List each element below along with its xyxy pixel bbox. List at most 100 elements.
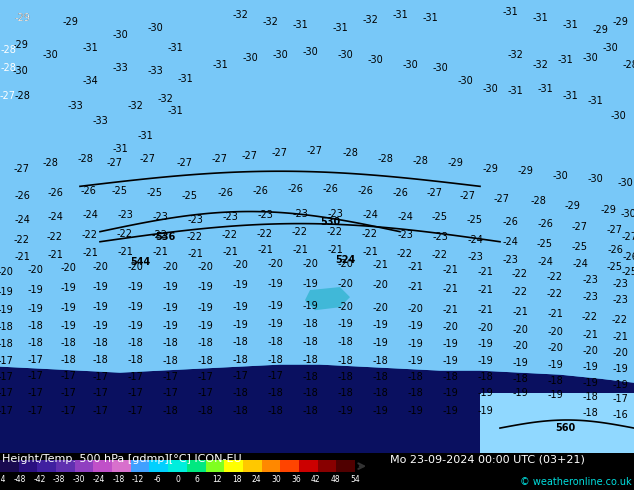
Text: -23: -23 — [582, 275, 598, 285]
Text: 6: 6 — [195, 475, 200, 484]
Polygon shape — [0, 312, 634, 383]
Text: -21: -21 — [547, 309, 563, 319]
Text: -31: -31 — [502, 7, 518, 17]
Text: -27: -27 — [140, 154, 156, 164]
Text: -27: -27 — [14, 164, 30, 174]
Text: -23: -23 — [222, 212, 238, 221]
Text: -25: -25 — [112, 186, 128, 196]
Text: 560: 560 — [555, 423, 575, 433]
Text: -27: -27 — [427, 188, 443, 198]
Text: -21: -21 — [152, 247, 168, 257]
Text: -29: -29 — [14, 13, 30, 23]
Text: -31: -31 — [167, 106, 183, 116]
Text: -19: -19 — [407, 356, 423, 366]
Text: -19: -19 — [372, 339, 388, 348]
Text: -19: -19 — [232, 320, 248, 330]
Text: -27: -27 — [177, 158, 193, 168]
Bar — [480, 393, 634, 453]
Text: -32: -32 — [507, 50, 523, 60]
Polygon shape — [0, 121, 634, 221]
Text: -30: -30 — [302, 48, 318, 57]
Text: -23: -23 — [257, 210, 273, 220]
Text: -19: -19 — [442, 356, 458, 366]
Text: -17: -17 — [27, 406, 43, 416]
Text: -30: -30 — [587, 174, 603, 184]
Text: -21: -21 — [612, 332, 628, 343]
Text: 36: 36 — [291, 475, 301, 484]
Text: -18: -18 — [60, 355, 76, 365]
Text: -18: -18 — [267, 338, 283, 347]
Text: 536: 536 — [155, 232, 175, 242]
Text: -19: -19 — [27, 285, 43, 295]
Text: -27: -27 — [242, 151, 258, 161]
Text: -21: -21 — [407, 282, 423, 292]
Text: -31: -31 — [332, 23, 348, 33]
Text: -23: -23 — [187, 215, 203, 224]
Text: -24: -24 — [82, 210, 98, 220]
Text: -42: -42 — [33, 475, 46, 484]
Text: -21: -21 — [442, 284, 458, 294]
Text: -19: -19 — [372, 406, 388, 416]
Text: -30: -30 — [12, 66, 28, 75]
Text: -23: -23 — [397, 230, 413, 240]
Text: -31: -31 — [112, 144, 128, 154]
Text: -28: -28 — [42, 158, 58, 168]
Text: -22: -22 — [187, 232, 203, 242]
Text: -18: -18 — [0, 340, 13, 349]
Text: 24: 24 — [252, 475, 261, 484]
Text: -18: -18 — [92, 339, 108, 348]
Text: -25: -25 — [432, 212, 448, 221]
Text: -22: -22 — [47, 232, 63, 242]
Text: -19: -19 — [547, 360, 563, 369]
Text: -18: -18 — [232, 388, 248, 398]
Polygon shape — [0, 196, 634, 282]
Text: -19: -19 — [477, 406, 493, 416]
Text: -24: -24 — [572, 259, 588, 269]
Text: -30: -30 — [610, 111, 626, 121]
Text: -18: -18 — [127, 339, 143, 348]
Text: -17: -17 — [60, 388, 76, 398]
Text: -26: -26 — [80, 186, 96, 196]
Polygon shape — [190, 0, 634, 131]
Text: -21: -21 — [477, 267, 493, 277]
Text: -17: -17 — [92, 406, 108, 416]
Text: -17: -17 — [92, 372, 108, 382]
Text: -19: -19 — [162, 282, 178, 292]
Text: -24: -24 — [397, 212, 413, 221]
Text: -31: -31 — [392, 10, 408, 20]
Text: -19: -19 — [197, 303, 213, 313]
Text: 54: 54 — [350, 475, 360, 484]
Text: -19: -19 — [302, 301, 318, 311]
Text: -23: -23 — [467, 252, 483, 262]
Text: -29: -29 — [612, 17, 628, 27]
Text: -19: -19 — [127, 302, 143, 312]
Text: -26: -26 — [357, 186, 373, 196]
Text: -18: -18 — [127, 355, 143, 365]
Text: -23: -23 — [612, 295, 628, 305]
Text: -26: -26 — [287, 184, 303, 195]
Text: -23: -23 — [612, 279, 628, 289]
Text: -21: -21 — [117, 247, 133, 257]
Text: -28: -28 — [0, 64, 16, 74]
Text: -17: -17 — [127, 388, 143, 398]
Text: -19: -19 — [512, 388, 528, 398]
Text: -18: -18 — [267, 388, 283, 398]
Text: -21: -21 — [477, 305, 493, 315]
Text: -18: -18 — [407, 372, 423, 382]
Text: -17: -17 — [127, 406, 143, 416]
Text: -26: -26 — [502, 217, 518, 226]
Text: -18: -18 — [162, 356, 178, 366]
Text: -22: -22 — [547, 272, 563, 282]
Text: -28: -28 — [622, 60, 634, 71]
Text: -26: -26 — [537, 219, 553, 229]
Text: -17: -17 — [612, 394, 628, 404]
Text: -30: -30 — [620, 209, 634, 219]
Text: -30: -30 — [582, 53, 598, 63]
Bar — [336, 460, 355, 472]
Text: -31: -31 — [422, 13, 438, 23]
Text: 42: 42 — [311, 475, 320, 484]
Text: -20: -20 — [372, 280, 388, 290]
Text: -32: -32 — [362, 15, 378, 25]
Text: -19: -19 — [302, 279, 318, 289]
Text: -21: -21 — [257, 245, 273, 255]
